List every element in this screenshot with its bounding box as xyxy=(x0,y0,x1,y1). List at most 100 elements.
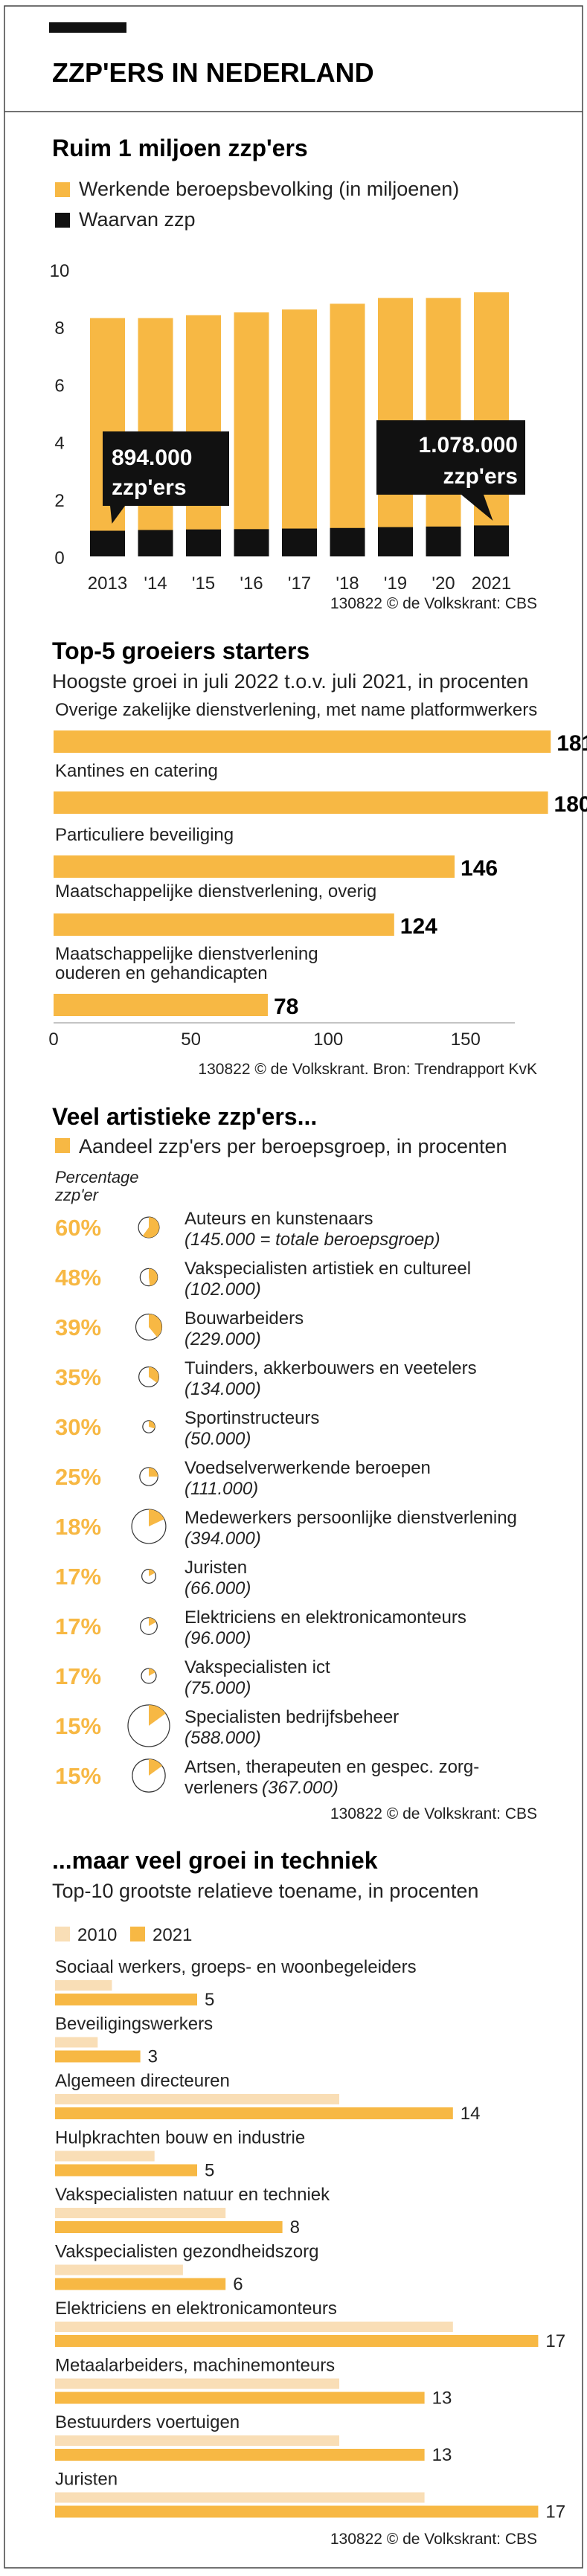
chart4-label-4: Vakspecialisten natuur en techniek xyxy=(55,2185,330,2205)
chart3-note-7: (66.000) xyxy=(185,1578,251,1599)
chart4-source: 130822 © de Volkskrant: CBS xyxy=(330,2531,537,2548)
chart1-xtick-3: '16 xyxy=(240,574,263,594)
chart2-bar-2 xyxy=(54,855,455,878)
chart3-note-5: (111.000) xyxy=(185,1479,258,1499)
chart2-label-4-1: ouderen en gehandicapten xyxy=(55,963,268,983)
chart3-pie-slice-3 xyxy=(149,1366,159,1383)
chart2-bar-3 xyxy=(54,913,394,936)
chart3-name-0: Auteurs en kunstenaars xyxy=(185,1209,373,1229)
chart4-bar-2010-9 xyxy=(55,2492,425,2503)
chart1-callout-0: 894.000 zzp'ers xyxy=(103,431,229,524)
chart3-note-4: (50.000) xyxy=(185,1429,251,1449)
chart4-bar-2010-6 xyxy=(55,2322,453,2332)
chart1-xtick-2: '15 xyxy=(192,574,215,594)
chart1-bar-zzp-8 xyxy=(474,525,509,556)
chart3-note-0: (145.000 = totale beroepsgroep) xyxy=(185,1230,440,1250)
chart4-label-1: Beveiligingswerkers xyxy=(55,2014,213,2034)
chart4-bar-2021-5 xyxy=(55,2278,226,2290)
chart1-title: Ruim 1 miljoen zzp'ers xyxy=(52,135,308,161)
chart3-pct-7: 17% xyxy=(55,1564,101,1590)
chart1-callout-1-value: 1.078.000 xyxy=(419,433,518,457)
chart2-label-0: Overige zakelijke dienstverlening, met n… xyxy=(55,700,537,720)
chart1-bar-zzp-7 xyxy=(426,526,461,556)
header-tab xyxy=(49,22,126,33)
chart3-name-9: Vakspecialisten ict xyxy=(185,1657,330,1677)
chart1-ytick-3: 6 xyxy=(54,376,64,396)
chart2-xtick-0: 0 xyxy=(48,1030,58,1050)
chart3-note-6: (394.000) xyxy=(185,1529,261,1549)
chart2-title: Top-5 groeiers starters xyxy=(52,637,309,664)
chart4-title: ...maar veel groei in techniek xyxy=(52,1847,378,1874)
chart2-bar-4 xyxy=(54,994,268,1016)
chart1-callout-1: 1.078.000 zzp'ers xyxy=(376,420,525,521)
chart2-label-3: Maatschappelijke dienstverlening, overig xyxy=(55,881,376,902)
chart1-ytick-5: 10 xyxy=(50,261,70,281)
chart3-pie-slice-8 xyxy=(149,1617,156,1626)
chart1-bar-total-4 xyxy=(282,309,317,556)
chart1-bar-zzp-3 xyxy=(234,529,269,556)
chart1-bar-total-3 xyxy=(234,312,269,556)
chart1-ytick-1: 2 xyxy=(54,491,64,511)
chart3-name-11: Artsen, therapeuten en gespec. zorg- xyxy=(185,1757,479,1777)
chart3-name-7: Juristen xyxy=(185,1558,247,1578)
chart4-bar-2021-3 xyxy=(55,2164,197,2177)
chart3-name-10: Specialisten bedrijfsbeheer xyxy=(185,1707,399,1727)
chart4-label-9: Juristen xyxy=(55,2470,118,2490)
chart1-bar-zzp-0 xyxy=(90,530,125,556)
chart4-value-0: 5 xyxy=(205,1990,214,2010)
chart4-value-6: 17 xyxy=(545,2331,565,2351)
chart1-bar-zzp-6 xyxy=(378,527,413,556)
chart4-bar-2021-6 xyxy=(55,2335,539,2347)
chart1-legend-label-1: Waarvan zzp xyxy=(79,208,196,231)
chart4-legend-label-0: 2010 xyxy=(77,1925,117,1945)
chart3-pct-2: 39% xyxy=(55,1314,101,1340)
chart4-value-1: 3 xyxy=(148,2047,158,2067)
chart4-bar-2010-1 xyxy=(55,2037,98,2048)
chart2-label-1: Kantines en catering xyxy=(55,761,218,781)
chart3-column-label-0: Percentage xyxy=(55,1168,139,1186)
chart1-legend-label-0: Werkende beroepsbevolking (in miljoenen) xyxy=(79,178,459,200)
chart3-title: Veel artistieke zzp'ers... xyxy=(52,1103,317,1130)
chart1-callout-0-value: 894.000 xyxy=(112,446,192,470)
chart3-name-4: Sportinstructeurs xyxy=(185,1408,319,1428)
chart3-pie-slice-6 xyxy=(149,1509,164,1526)
chart3-pct-11: 15% xyxy=(55,1763,101,1789)
chart4-bar-2021-9 xyxy=(55,2505,539,2518)
chart3-pie-slice-2 xyxy=(149,1314,162,1337)
chart4-bar-2010-8 xyxy=(55,2435,339,2446)
chart4-bar-2010-4 xyxy=(55,2208,226,2218)
chart1-legend-swatch-0 xyxy=(55,182,70,197)
chart1-callout-1-unit: zzp'ers xyxy=(443,464,518,489)
chart2-subtitle: Hoogste groei in juli 2022 t.o.v. juli 2… xyxy=(52,670,528,693)
chart2-bar-0 xyxy=(54,730,551,753)
chart3-pct-6: 18% xyxy=(55,1514,101,1540)
chart3-pie-slice-1 xyxy=(149,1268,158,1286)
chart3-pct-3: 35% xyxy=(55,1364,101,1390)
chart3-column-label-1: zzp'er xyxy=(54,1186,100,1204)
chart1-bar-zzp-4 xyxy=(282,528,317,556)
chart3-pct-4: 30% xyxy=(55,1414,101,1440)
chart3-pie-slice-5 xyxy=(149,1467,158,1477)
chart4-bar-2021-2 xyxy=(55,2107,453,2119)
chart2-value-1: 180 xyxy=(554,792,587,817)
chart3-note-9: (75.000) xyxy=(185,1678,251,1698)
chart4-label-8: Bestuurders voertuigen xyxy=(55,2412,240,2432)
chart3-name-8: Elektriciens en elektronicamonteurs xyxy=(185,1607,466,1628)
chart4-legend-swatch-0 xyxy=(55,1927,70,1941)
chart2-xtick-2: 100 xyxy=(313,1030,343,1050)
chart4-label-7: Metaalarbeiders, machinemonteurs xyxy=(55,2356,335,2376)
chart2-xtick-3: 150 xyxy=(451,1030,481,1050)
chart3-pct-8: 17% xyxy=(55,1613,101,1639)
chart1-bar-total-5 xyxy=(330,303,365,556)
chart3-legend-swatch xyxy=(55,1138,70,1153)
chart3-pct-5: 25% xyxy=(55,1464,101,1490)
chart3-source: 130822 © de Volkskrant: CBS xyxy=(330,1805,537,1822)
page-frame xyxy=(4,5,583,2569)
chart4-bar-2010-7 xyxy=(55,2378,339,2389)
chart2-bar-1 xyxy=(54,791,548,814)
chart4-legend-label-1: 2021 xyxy=(153,1925,192,1945)
chart3-pct-0: 60% xyxy=(55,1215,101,1241)
chart4-value-3: 5 xyxy=(205,2161,214,2181)
